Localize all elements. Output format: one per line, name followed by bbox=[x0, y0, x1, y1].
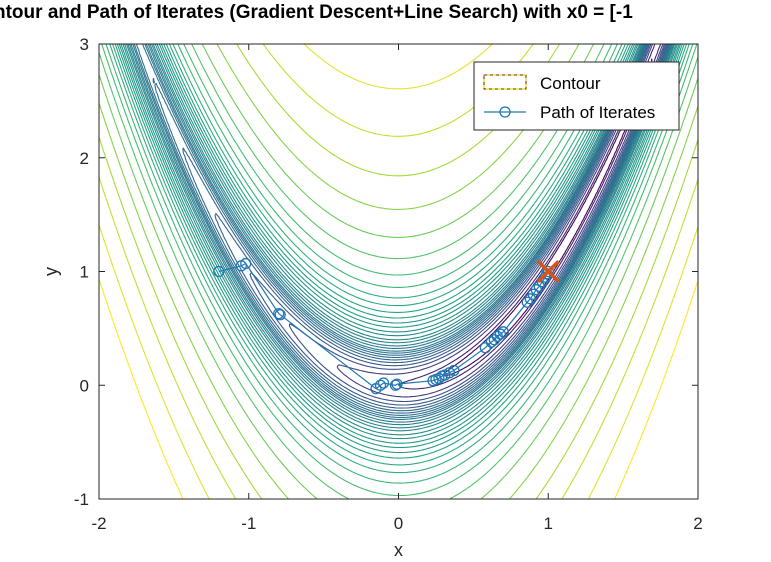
contour-level-26 bbox=[99, 44, 698, 499]
iterate-point bbox=[542, 265, 554, 278]
legend-label-contour: Contour bbox=[540, 74, 601, 93]
optimum-marker bbox=[536, 260, 560, 283]
legend-label-path: Path of Iterates bbox=[540, 103, 655, 122]
x-tick-label: -1 bbox=[241, 514, 256, 533]
y-tick-label: 0 bbox=[80, 376, 89, 395]
iterate-point bbox=[433, 372, 445, 385]
iterate-point bbox=[485, 336, 497, 348]
y-tick-label: 3 bbox=[80, 35, 89, 54]
y-tick-label: 1 bbox=[80, 263, 89, 282]
contour-level-31 bbox=[99, 279, 698, 499]
contour-level-15 bbox=[124, 44, 677, 436]
contour-level-25 bbox=[99, 44, 698, 499]
chart-title-text: ntour and Path of Iterates (Gradient Des… bbox=[0, 2, 633, 23]
iterate-point bbox=[273, 307, 285, 320]
legend-path-marker bbox=[499, 106, 511, 118]
x-axis-label: x bbox=[394, 540, 403, 560]
iterate-point bbox=[521, 296, 533, 308]
x-tick-label: 2 bbox=[693, 514, 702, 533]
x-tick-label: 1 bbox=[544, 514, 553, 533]
iterate-path bbox=[213, 257, 560, 395]
iterate-point bbox=[391, 378, 403, 390]
iterate-point bbox=[494, 328, 506, 340]
legend-box bbox=[473, 61, 680, 131]
iterate-point bbox=[377, 377, 390, 389]
chart-title: ntour and Path of Iterates (Gradient Des… bbox=[0, 2, 771, 24]
x-tick-label: 0 bbox=[394, 514, 403, 533]
iterate-point bbox=[213, 265, 225, 278]
contour-level-30 bbox=[99, 44, 698, 499]
iterate-point bbox=[488, 334, 500, 346]
contour-level-14 bbox=[125, 44, 676, 432]
contour-level-24 bbox=[101, 44, 698, 497]
iterate-point bbox=[274, 309, 286, 321]
iterate-point bbox=[389, 379, 402, 391]
iterate-point bbox=[448, 364, 460, 377]
iterate-point bbox=[240, 257, 252, 270]
y-tick-label: 2 bbox=[80, 149, 89, 168]
legend: Contour Path of Iterates bbox=[473, 61, 680, 131]
y-tick-label: -1 bbox=[74, 490, 89, 509]
contour-lines bbox=[99, 44, 698, 499]
iterate-point bbox=[497, 326, 509, 338]
contour-level-7 bbox=[152, 44, 670, 414]
y-axis-label: y bbox=[41, 267, 61, 276]
contour-level-28 bbox=[99, 44, 698, 499]
x-tick-label: -2 bbox=[91, 514, 106, 533]
iterate-point bbox=[479, 342, 492, 354]
legend-contour-swatch-outline bbox=[483, 74, 527, 90]
iterate-point bbox=[374, 379, 387, 391]
contour-level-10 bbox=[132, 44, 672, 420]
iterate-point bbox=[530, 284, 542, 296]
contour-level-29 bbox=[99, 44, 698, 499]
